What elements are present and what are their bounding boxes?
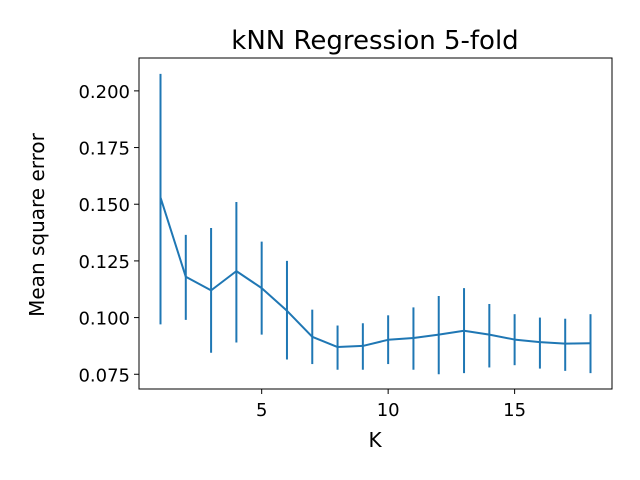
axes-frame xyxy=(138,57,613,390)
chart-title: kNN Regression 5-fold xyxy=(231,26,518,56)
y-tick-label: 0.200 xyxy=(78,82,130,103)
y-tick-label: 0.075 xyxy=(78,365,130,386)
series-line-0 xyxy=(159,197,591,349)
y-tick-label: 0.175 xyxy=(78,139,130,160)
x-tick-label: 10 xyxy=(377,400,400,421)
x-tick-label: 5 xyxy=(256,400,267,421)
plot-area xyxy=(159,73,592,375)
axes: 5 10 15 0.075 0.100 0.125 0.150 0.175 0.200 xyxy=(78,57,613,421)
y-tick-label: 0.125 xyxy=(78,252,130,273)
y-tick-label: 0.150 xyxy=(78,195,130,216)
x-axis-label: K xyxy=(368,428,382,452)
x-tick-label: 15 xyxy=(503,400,526,421)
y-tick-label: 0.100 xyxy=(78,309,130,330)
y-axis-label: Mean square error xyxy=(25,132,49,317)
